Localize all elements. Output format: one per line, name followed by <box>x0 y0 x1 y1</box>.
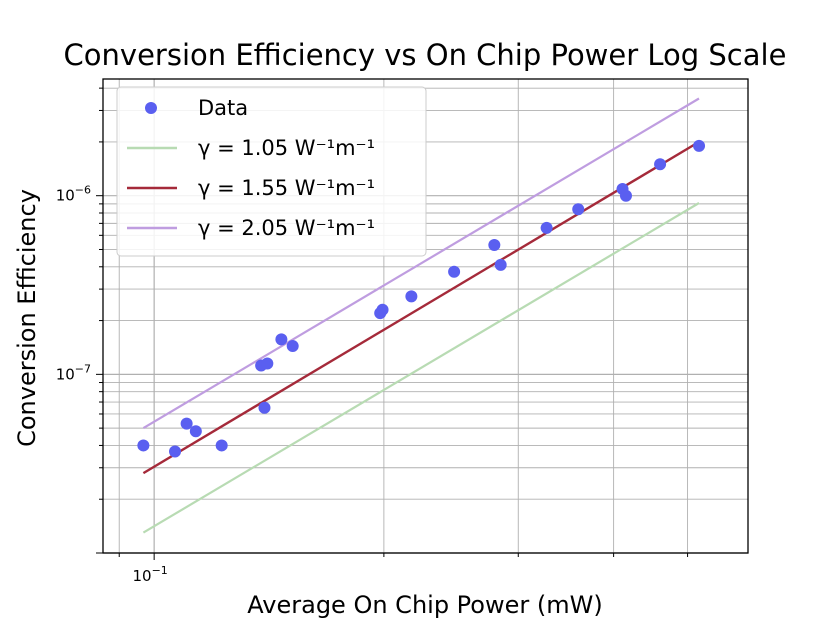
data-point <box>693 139 706 152</box>
data-point <box>137 439 150 452</box>
data-point <box>494 258 507 271</box>
series-line-1 <box>142 202 700 534</box>
chart-title: Conversion Efficiency vs On Chip Power L… <box>64 38 787 72</box>
x-axis-label: Average On Chip Power (mW) <box>247 591 602 619</box>
data-point <box>405 290 418 303</box>
legend-label: γ = 1.05 W⁻¹m⁻¹ <box>198 136 375 160</box>
plot-frame <box>102 78 749 554</box>
data-point <box>275 333 288 346</box>
legend-label: γ = 1.55 W⁻¹m⁻¹ <box>198 176 375 200</box>
series-line-2 <box>142 140 700 475</box>
legend-marker-data <box>145 102 157 114</box>
data-point <box>376 303 389 316</box>
data-point <box>180 417 193 430</box>
data-point <box>286 340 299 353</box>
y-tick-label: 10−7 <box>56 362 91 383</box>
data-point <box>215 439 228 452</box>
data-point <box>654 158 667 171</box>
y-axis-label: Conversion Efficiency <box>13 189 41 447</box>
axis-ticks: 10−1 10−7 10−6 <box>56 87 689 585</box>
series-line-3 <box>142 97 700 430</box>
plot-series <box>137 97 706 534</box>
data-point <box>448 265 461 278</box>
data-point <box>572 203 585 216</box>
x-tick-label: 10−1 <box>132 564 167 585</box>
y-tick-label: 10−6 <box>56 184 91 205</box>
data-point <box>189 425 202 438</box>
legend: Data γ = 1.05 W⁻¹m⁻¹ γ = 1.55 W⁻¹m⁻¹ γ = 2.… <box>116 86 427 257</box>
legend-label: Data <box>198 96 248 120</box>
legend-label: γ = 2.05 W⁻¹m⁻¹ <box>198 216 375 240</box>
legend-box <box>116 86 427 257</box>
data-point <box>488 238 501 251</box>
data-point <box>540 221 553 234</box>
data-point <box>258 401 271 414</box>
data-point <box>169 445 182 458</box>
data-point <box>619 189 632 202</box>
data-point <box>261 357 274 370</box>
